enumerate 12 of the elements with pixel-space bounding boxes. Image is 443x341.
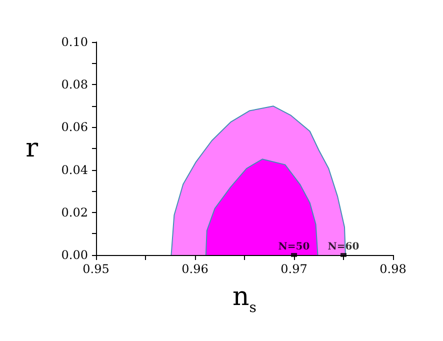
y-axis-title: r bbox=[26, 134, 39, 164]
x-tick-label: 0.98 bbox=[380, 262, 406, 276]
y-tick-label: 0.04 bbox=[61, 162, 88, 177]
annotation: N=50 bbox=[278, 242, 310, 252]
y-tick-label: 0.02 bbox=[61, 205, 88, 220]
x-tick-label: 0.97 bbox=[280, 262, 308, 276]
x-tick-label: 0.96 bbox=[182, 262, 208, 276]
y-tick-label: 0.08 bbox=[61, 78, 88, 92]
x-tick-label: 0.95 bbox=[82, 262, 110, 276]
y-tick-label: 0.06 bbox=[61, 120, 88, 134]
y-tick-label: 0.00 bbox=[61, 248, 88, 262]
y-tick-label: 0.10 bbox=[61, 35, 88, 49]
